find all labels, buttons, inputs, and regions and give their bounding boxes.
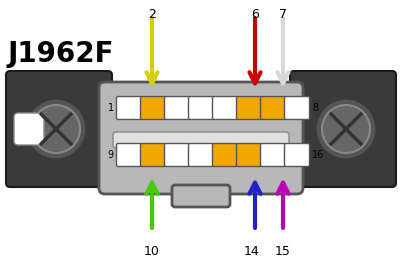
FancyBboxPatch shape — [212, 143, 238, 167]
FancyBboxPatch shape — [236, 143, 262, 167]
FancyBboxPatch shape — [140, 143, 166, 167]
Text: 1: 1 — [108, 103, 114, 113]
FancyBboxPatch shape — [212, 97, 238, 119]
FancyBboxPatch shape — [6, 71, 112, 187]
Text: 2: 2 — [148, 8, 156, 21]
Circle shape — [318, 101, 374, 157]
Circle shape — [322, 105, 370, 153]
FancyBboxPatch shape — [188, 143, 214, 167]
Text: 7: 7 — [279, 8, 287, 21]
Circle shape — [32, 105, 80, 153]
FancyBboxPatch shape — [164, 143, 190, 167]
Text: 14: 14 — [244, 245, 260, 258]
FancyBboxPatch shape — [284, 97, 310, 119]
FancyBboxPatch shape — [140, 97, 166, 119]
Circle shape — [28, 101, 84, 157]
FancyBboxPatch shape — [260, 97, 286, 119]
FancyBboxPatch shape — [260, 143, 286, 167]
Text: 15: 15 — [275, 245, 291, 258]
Text: J1962F: J1962F — [8, 40, 114, 68]
FancyBboxPatch shape — [188, 97, 214, 119]
FancyBboxPatch shape — [116, 97, 142, 119]
Text: 8: 8 — [312, 103, 318, 113]
FancyBboxPatch shape — [236, 97, 262, 119]
Text: 16: 16 — [312, 150, 324, 160]
Text: 6: 6 — [251, 8, 259, 21]
FancyBboxPatch shape — [116, 143, 142, 167]
FancyBboxPatch shape — [290, 71, 396, 187]
Text: 10: 10 — [144, 245, 160, 258]
FancyBboxPatch shape — [99, 82, 303, 194]
FancyBboxPatch shape — [14, 113, 44, 145]
FancyBboxPatch shape — [164, 97, 190, 119]
FancyBboxPatch shape — [172, 185, 230, 207]
FancyBboxPatch shape — [113, 132, 289, 148]
Text: 9: 9 — [108, 150, 114, 160]
FancyBboxPatch shape — [284, 143, 310, 167]
